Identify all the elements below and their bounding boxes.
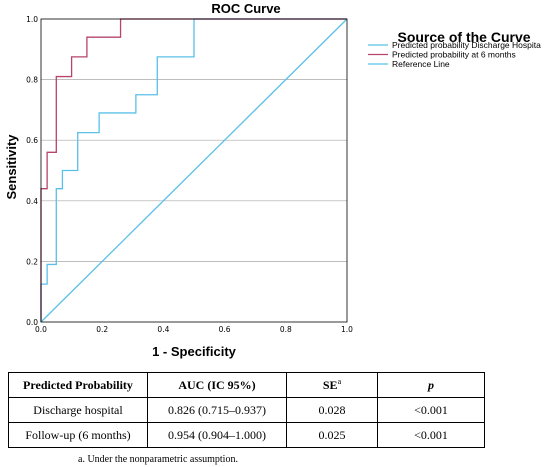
series-line — [40, 18, 348, 323]
y-tick-label: 0.0 — [26, 318, 38, 327]
y-tick-label: 1.0 — [26, 15, 38, 24]
x-tick-label: 0.0 — [35, 325, 47, 334]
se-label: SE — [322, 378, 338, 392]
col-header-se: SEa — [286, 372, 378, 398]
legend-title: Source of the Curve — [397, 29, 530, 45]
cell-predicted-probability: Discharge hospital — [8, 397, 148, 423]
x-tick-label: 0.4 — [157, 325, 169, 334]
legend-label: Reference Line — [392, 59, 450, 69]
plot-frame — [40, 18, 348, 323]
x-tick-label: 0.6 — [219, 325, 231, 334]
gridlines — [41, 79, 347, 262]
x-tick-label: 1.0 — [341, 325, 353, 334]
cell-p: <0.001 — [377, 397, 485, 423]
chart-title: ROC Curve — [211, 1, 280, 16]
series-layer — [40, 18, 348, 323]
cell-se: 0.028 — [286, 397, 378, 423]
x-axis-label: 1 - Specificity — [152, 344, 237, 359]
y-tick-label: 0.4 — [26, 197, 38, 206]
y-tick-label: 0.8 — [26, 76, 38, 85]
series-line — [40, 18, 347, 322]
legend-label: Predicted probability at 6 months — [392, 50, 516, 60]
x-tick-label: 0.8 — [280, 325, 292, 334]
table-row: Discharge hospital 0.826 (0.715–0.937) 0… — [8, 397, 485, 423]
legend-items: Predicted probability Discharge HospitaP… — [368, 40, 541, 69]
y-tick-label: 0.2 — [26, 257, 38, 266]
col-header-auc: AUC (IC 95%) — [147, 372, 287, 398]
cell-auc: 0.954 (0.904–1.000) — [147, 422, 287, 448]
y-tick-label: 0.6 — [26, 136, 38, 145]
auc-table: Predicted Probability AUC (IC 95%) SEa p… — [8, 372, 485, 448]
x-tick-label: 0.2 — [96, 325, 108, 334]
table-header-row: Predicted Probability AUC (IC 95%) SEa p — [8, 372, 485, 398]
series-line — [40, 18, 347, 322]
tick-labels: 0.0 0.2 0.4 0.6 0.8 1.0 0.0 0.2 0.4 0.6 0.8 1.0 — [26, 15, 353, 334]
col-header-p: p — [377, 372, 485, 398]
col-header-predicted-probability: Predicted Probability — [8, 372, 148, 398]
cell-auc: 0.826 (0.715–0.937) — [147, 397, 287, 423]
se-superscript: a — [337, 377, 342, 386]
table-row: Follow-up (6 months) 0.954 (0.904–1.000)… — [8, 422, 485, 448]
roc-chart: 0.0 0.2 0.4 0.6 0.8 1.0 0.0 0.2 0.4 0.6 0.8 1.0 ROC… — [4, 1, 541, 359]
y-axis-label: Sensitivity — [4, 134, 19, 200]
cell-predicted-probability: Follow-up (6 months) — [8, 422, 148, 448]
legend-label: Predicted probability Discharge Hospita — [392, 40, 541, 50]
legend: Source of the Curve Predicted probabilit… — [368, 29, 541, 69]
cell-p: <0.001 — [377, 422, 485, 448]
table-footnote: a. Under the nonparametric assumption. — [78, 454, 238, 465]
cell-se: 0.025 — [286, 422, 378, 448]
